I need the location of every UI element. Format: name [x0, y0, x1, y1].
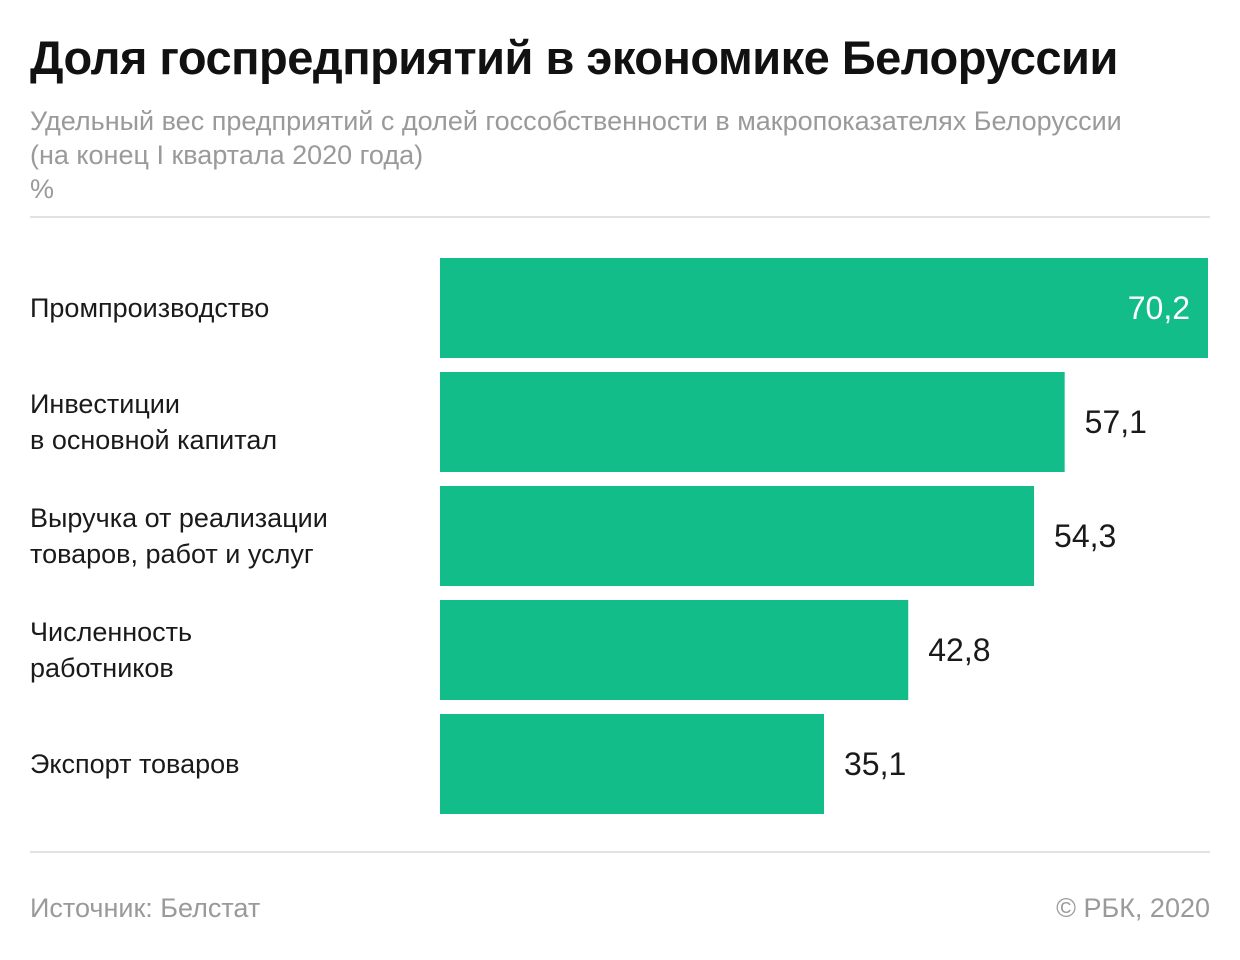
chart-title: Доля госпредприятий в экономике Белорусс…: [30, 31, 1118, 84]
bar-4: [440, 714, 824, 814]
value-label-0: 70,2: [1128, 290, 1190, 326]
value-label-3: 42,8: [928, 632, 990, 668]
source-note: Источник: Белстат: [30, 893, 261, 923]
copyright: © РБК, 2020: [1056, 893, 1210, 923]
bar-3: [440, 600, 909, 700]
bar-1: [440, 372, 1065, 472]
chart-subtitle: Удельный вес предприятий с долей госсобс…: [30, 106, 1122, 170]
top-divider: [30, 216, 1210, 218]
value-label-2: 54,3: [1054, 518, 1116, 554]
value-label-4: 35,1: [844, 746, 906, 782]
category-label-1: Инвестиции в основной капитал: [30, 389, 277, 455]
category-label-3: Численность работников: [30, 617, 192, 683]
bottom-divider: [30, 851, 1210, 853]
category-label-0: Промпроизводство: [30, 293, 269, 323]
category-label-4: Экспорт товаров: [30, 749, 239, 779]
value-label-1: 57,1: [1085, 404, 1147, 440]
category-label-2: Выручка от реализации товаров, работ и ус…: [30, 503, 328, 569]
bar-2: [440, 486, 1035, 586]
bar-0: [440, 258, 1208, 358]
unit-label: %: [30, 174, 55, 204]
